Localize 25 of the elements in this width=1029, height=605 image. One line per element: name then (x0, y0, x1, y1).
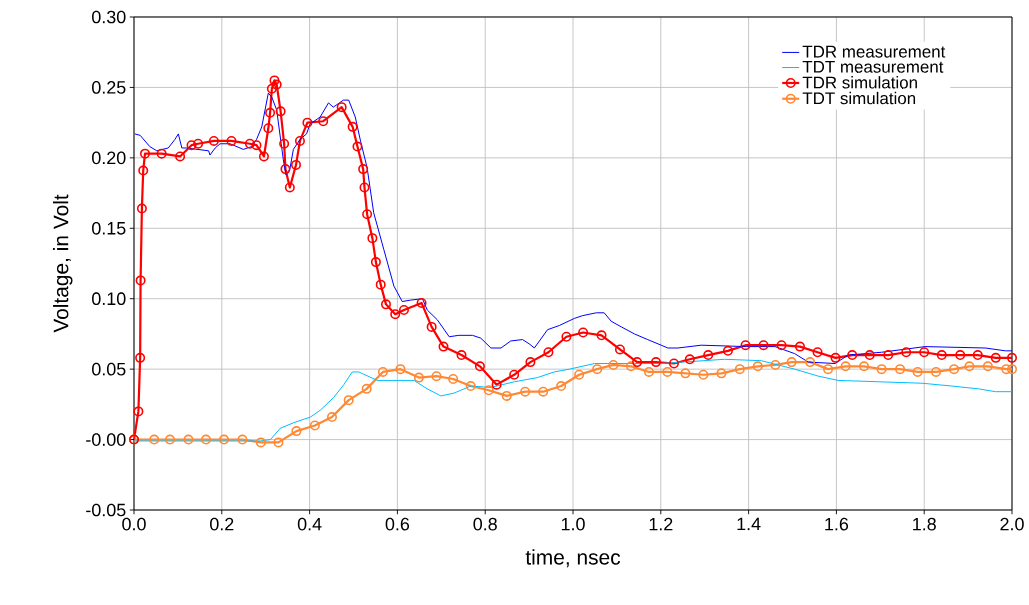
x-tick-label: 0.0 (122, 517, 146, 531)
y-tick-label: 0.25 (92, 81, 126, 94)
x-tick-label: 1.8 (913, 517, 936, 531)
x-tick-label: 1.6 (825, 517, 849, 531)
legend-label: TDR measurement (802, 45, 946, 58)
x-tick-label: 0.4 (297, 517, 322, 531)
legend-label: TDR simulation (802, 76, 917, 89)
y-axis-title: Voltage, in Volt (53, 194, 73, 333)
legend-label: TDT simulation (802, 91, 916, 105)
x-tick-label: 0.2 (210, 517, 234, 531)
y-tick-label: -0.05 (86, 503, 126, 517)
x-tick-label: 1.0 (561, 517, 585, 531)
y-tick-label: 0.10 (92, 292, 126, 306)
y-tick-label: -0.00 (86, 433, 126, 446)
x-tick-label: 0.8 (473, 517, 497, 531)
x-tick-label: 0.6 (385, 517, 410, 531)
y-tick-label: 0.20 (92, 151, 126, 165)
x-tick-label: 2.0 (1000, 517, 1024, 531)
x-tick-label: 1.4 (737, 517, 761, 531)
x-axis-title: time, nsec (525, 549, 621, 568)
legend-label: TDT measurement (802, 60, 944, 73)
y-tick-label: 0.15 (92, 221, 126, 235)
y-tick-label: 0.05 (92, 362, 126, 376)
y-tick-label: 0.30 (92, 10, 126, 24)
x-tick-label: 1.2 (649, 517, 673, 531)
